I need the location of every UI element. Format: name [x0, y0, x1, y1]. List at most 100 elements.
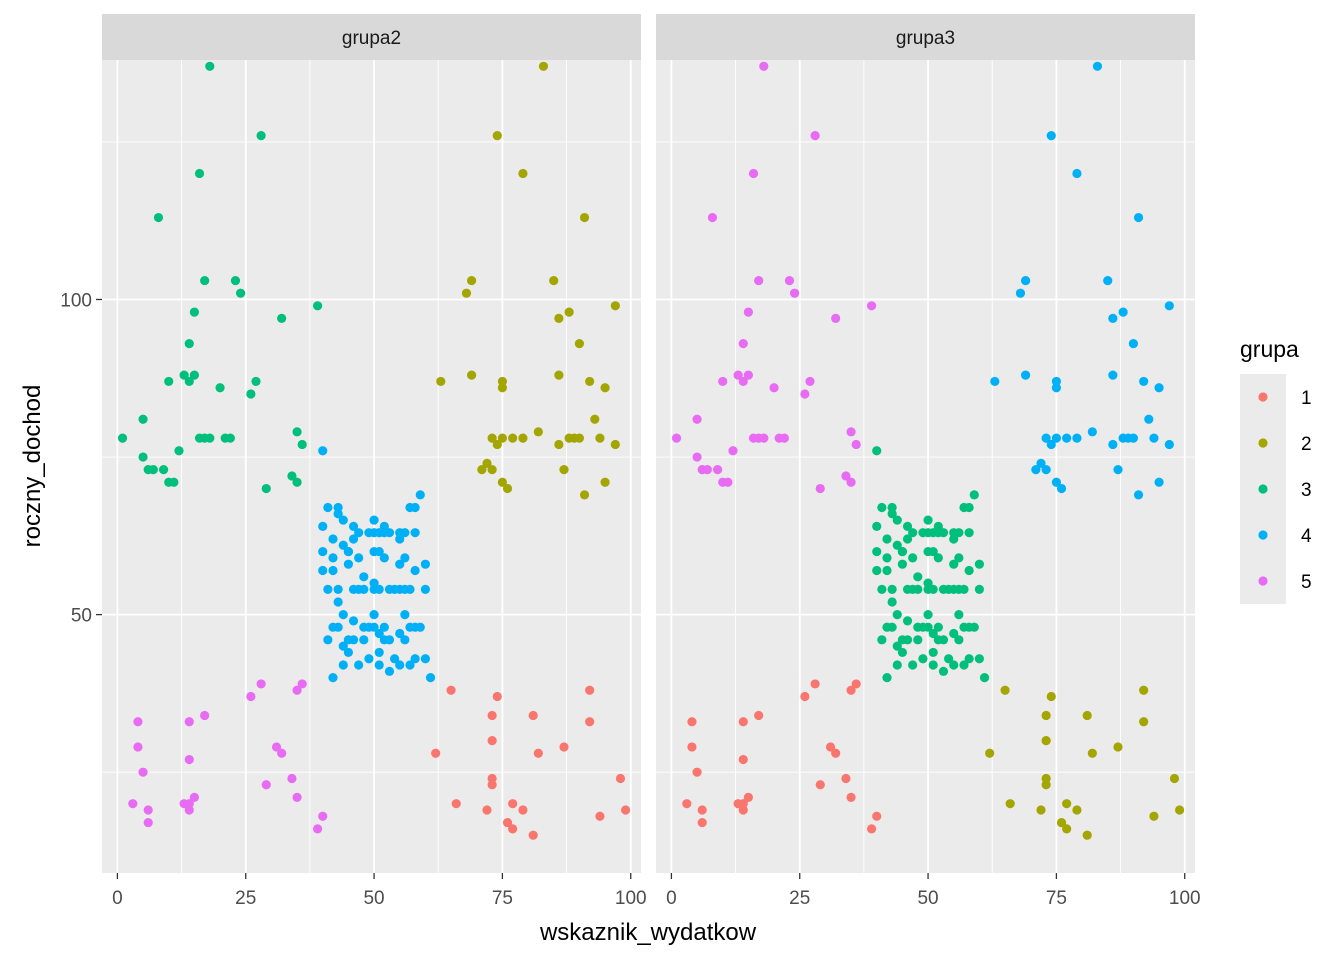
data-point-group-3 — [872, 546, 882, 557]
data-point-group-2 — [1169, 773, 1180, 784]
data-point-group-4 — [395, 660, 405, 670]
data-point-group-2 — [1041, 710, 1051, 721]
facet-strip-label: grupa2 — [342, 28, 401, 49]
data-point-group-4 — [1046, 439, 1056, 450]
data-point-group-2 — [574, 339, 585, 349]
data-point-group-3 — [928, 546, 938, 557]
data-point-group-4 — [400, 610, 410, 620]
data-point-group-3 — [230, 275, 241, 286]
data-point-group-4 — [323, 635, 333, 645]
data-point-group-3 — [959, 502, 969, 513]
data-point-group-2 — [436, 376, 446, 387]
data-point-group-1 — [487, 710, 497, 721]
data-point-group-2 — [1082, 830, 1092, 840]
data-point-group-5 — [313, 824, 323, 834]
data-point-group-3 — [928, 628, 938, 639]
data-point-group-4 — [379, 622, 389, 632]
data-point-group-5 — [138, 767, 148, 777]
data-point-group-4 — [338, 515, 348, 525]
data-point-group-1 — [754, 710, 764, 721]
data-point-group-5 — [287, 773, 297, 784]
data-point-group-5 — [748, 168, 759, 179]
data-point-group-1 — [697, 805, 707, 815]
data-point-group-2 — [1041, 773, 1051, 784]
data-point-group-4 — [1051, 383, 1061, 393]
data-point-group-3 — [184, 376, 194, 387]
data-point-group-2 — [497, 477, 507, 487]
data-point-group-5 — [743, 307, 754, 317]
data-point-group-3 — [887, 584, 897, 594]
data-point-group-3 — [872, 565, 882, 576]
data-point-group-4 — [343, 546, 353, 557]
data-point-group-5 — [743, 370, 754, 380]
y-tick-label: 50 — [71, 606, 92, 627]
data-point-group-2 — [492, 439, 502, 450]
data-point-group-2 — [610, 439, 620, 450]
data-point-group-4 — [384, 528, 395, 538]
data-point-group-5 — [759, 433, 769, 443]
data-point-group-2 — [497, 433, 507, 443]
data-point-group-4 — [395, 628, 405, 639]
data-point-group-3 — [292, 427, 302, 437]
data-point-group-5 — [277, 748, 287, 758]
data-point-group-3 — [887, 502, 897, 513]
data-point-group-2 — [579, 490, 590, 500]
data-point-group-4 — [1133, 490, 1144, 500]
facet-strip-label: grupa3 — [896, 28, 955, 49]
data-point-group-3 — [138, 414, 148, 424]
data-point-group-4 — [333, 509, 343, 519]
data-point-group-4 — [354, 660, 364, 670]
data-point-group-2 — [1041, 780, 1051, 790]
legend-key-4 — [1258, 530, 1268, 540]
data-point-group-4 — [405, 584, 415, 594]
data-point-group-4 — [1036, 458, 1046, 468]
data-point-group-1 — [851, 679, 861, 689]
data-point-group-4 — [1108, 370, 1118, 380]
x-tick-label: 0 — [112, 888, 123, 909]
facet-strip — [656, 14, 1195, 60]
data-point-group-5 — [831, 313, 841, 323]
data-point-group-3 — [877, 584, 887, 594]
data-point-group-5 — [759, 61, 769, 71]
data-point-group-4 — [410, 654, 420, 664]
data-point-group-3 — [200, 275, 210, 286]
data-point-group-3 — [897, 559, 908, 569]
data-point-group-5 — [707, 212, 718, 223]
data-point-group-3 — [184, 339, 194, 349]
data-point-group-5 — [133, 742, 143, 752]
data-point-group-5 — [841, 471, 851, 481]
data-point-group-4 — [1041, 433, 1051, 443]
data-point-group-3 — [902, 616, 913, 626]
data-point-group-3 — [933, 521, 943, 531]
data-point-group-3 — [887, 509, 897, 519]
data-point-group-4 — [354, 553, 364, 563]
legend-label-3: 3 — [1301, 480, 1312, 501]
data-point-group-4 — [343, 647, 353, 658]
data-point-group-5 — [692, 452, 702, 462]
data-point-group-3 — [969, 490, 979, 500]
data-point-group-5 — [184, 717, 194, 727]
data-point-group-4 — [400, 528, 410, 538]
data-point-group-3 — [923, 622, 933, 632]
legend-title: grupa — [1240, 336, 1299, 362]
data-point-group-3 — [923, 610, 933, 620]
data-point-group-5 — [184, 805, 194, 815]
data-point-group-4 — [328, 534, 338, 544]
data-point-group-4 — [369, 578, 379, 588]
data-point-group-5 — [728, 446, 738, 456]
data-point-group-5 — [297, 679, 307, 689]
data-point-group-4 — [415, 490, 425, 500]
data-point-group-3 — [882, 565, 892, 576]
data-point-group-3 — [902, 534, 913, 544]
data-point-group-3 — [928, 647, 938, 658]
data-point-group-4 — [1072, 168, 1082, 179]
data-point-group-3 — [205, 61, 215, 71]
data-point-group-4 — [318, 521, 328, 531]
data-point-group-3 — [277, 313, 287, 323]
data-point-group-5 — [184, 754, 194, 765]
data-point-group-2 — [554, 313, 564, 323]
data-point-group-3 — [949, 628, 959, 639]
data-point-group-4 — [1051, 376, 1061, 387]
data-point-group-1 — [810, 679, 820, 689]
data-point-group-3 — [169, 477, 179, 487]
